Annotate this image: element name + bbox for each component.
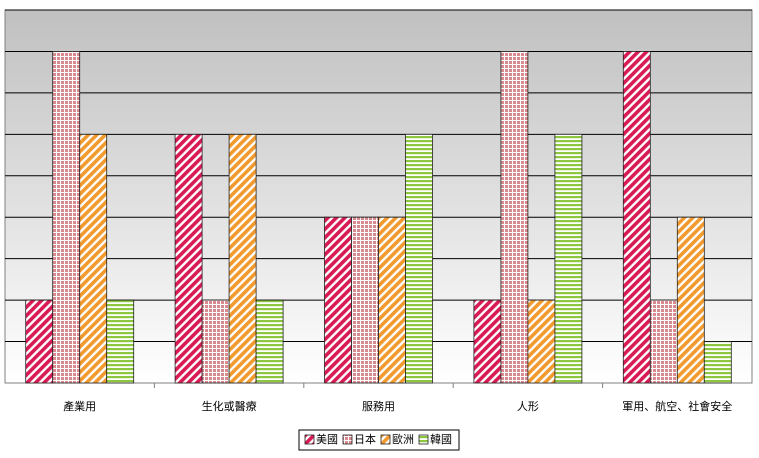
legend-label: 日本 (354, 432, 376, 446)
bar (52, 51, 81, 384)
bar (351, 216, 379, 384)
bar (174, 133, 203, 384)
x-tick-label: 生化或醫療 (202, 399, 257, 413)
bar (201, 299, 230, 384)
bar (703, 341, 732, 384)
bar (554, 133, 583, 384)
bar (378, 216, 406, 384)
bar (25, 299, 54, 384)
bar (106, 299, 135, 384)
legend-swatch (380, 434, 391, 445)
bar (676, 216, 705, 384)
bar (500, 51, 529, 384)
x-tick-label: 服務用 (362, 399, 395, 413)
bar (649, 299, 678, 384)
legend-swatch (418, 434, 429, 445)
x-tick-label: 產業用 (63, 399, 96, 413)
x-tick-label: 人形 (517, 400, 539, 413)
bar (622, 51, 651, 384)
bar (228, 133, 257, 384)
bar (324, 216, 352, 384)
legend-label: 韓國 (430, 433, 452, 446)
legend-label: 歐洲 (392, 432, 414, 446)
x-tick-label: 軍用、航空、社會安全 (622, 399, 732, 413)
bar (405, 133, 433, 384)
bar (255, 299, 284, 384)
bar (527, 299, 556, 384)
legend-label: 美國 (316, 433, 338, 446)
legend-swatch (342, 434, 353, 445)
bar (79, 133, 108, 384)
legend-swatch (304, 434, 315, 445)
bar (473, 299, 502, 384)
